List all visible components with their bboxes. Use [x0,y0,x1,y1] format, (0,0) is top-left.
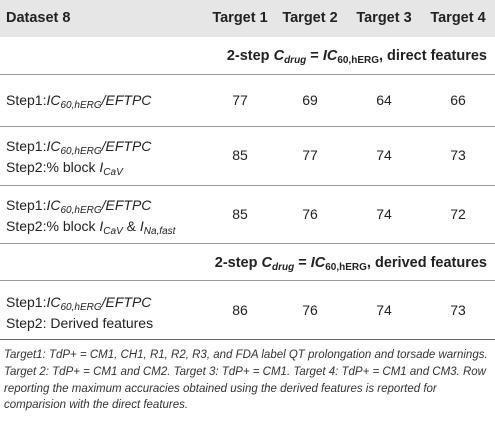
header-dataset: Dataset 8 [6,10,71,26]
cell-target-1: 85 [232,147,248,163]
cell-target-3: 74 [376,302,392,318]
header-target-3: Target 3 [356,10,412,26]
section-title-direct: 2-step Cdrug = IC60,hERG, direct feature… [226,48,487,66]
cell-target-2: 76 [302,302,318,318]
cell-target-2: 76 [302,206,318,222]
header-target-1: Target 1 [212,10,268,26]
cell-target-3: 64 [376,92,392,108]
table-row: Step1:IC60,hERG/EFTPC Step2: Derived fea… [0,281,495,339]
table-footnote: Target1: TdP+ = CM1, CH1, R1, R2, R3, an… [4,349,488,412]
row-label: Step1:IC60,hERG/EFTPC [6,92,152,111]
cell-target-4: 73 [450,147,466,163]
section-derived-features: 2-step Cdrug = IC60,hERG, derived featur… [0,244,495,281]
section-title-derived: 2-step Cdrug = IC60,hERG, derived featur… [214,255,487,273]
table-header-row: Dataset 8 Target 1 Target 2 Target 3 Tar… [0,0,495,37]
row-label: Step1:IC60,hERG/EFTPC Step2: Derived fea… [6,294,154,331]
cell-target-4: 66 [450,92,466,108]
cell-target-2: 77 [302,147,318,163]
header-target-4: Target 4 [430,10,486,26]
table-row: Step1:IC60,hERG/EFTPC 77 69 64 66 [0,75,495,127]
cell-target-3: 74 [376,206,392,222]
results-table: Dataset 8 Target 1 Target 2 Target 3 Tar… [0,0,495,339]
row-label: Step1:IC60,hERG/EFTPC Step2:% block ICaV… [6,197,176,237]
cell-target-1: 85 [232,206,248,222]
cell-target-1: 86 [232,302,248,318]
cell-target-3: 74 [376,147,392,163]
cell-target-2: 69 [302,92,318,108]
cell-target-1: 77 [232,92,248,108]
table-bottom-rule [0,339,495,340]
table-row: Step1:IC60,hERG/EFTPC Step2:% block ICaV… [0,127,495,186]
cell-target-4: 72 [450,206,466,222]
cell-target-4: 73 [450,302,466,318]
table-row: Step1:IC60,hERG/EFTPC Step2:% block ICaV… [0,186,495,244]
row-label: Step1:IC60,hERG/EFTPC Step2:% block ICaV [6,138,152,178]
section-direct-features: 2-step Cdrug = IC60,hERG, direct feature… [0,37,495,75]
header-target-2: Target 2 [282,10,338,26]
